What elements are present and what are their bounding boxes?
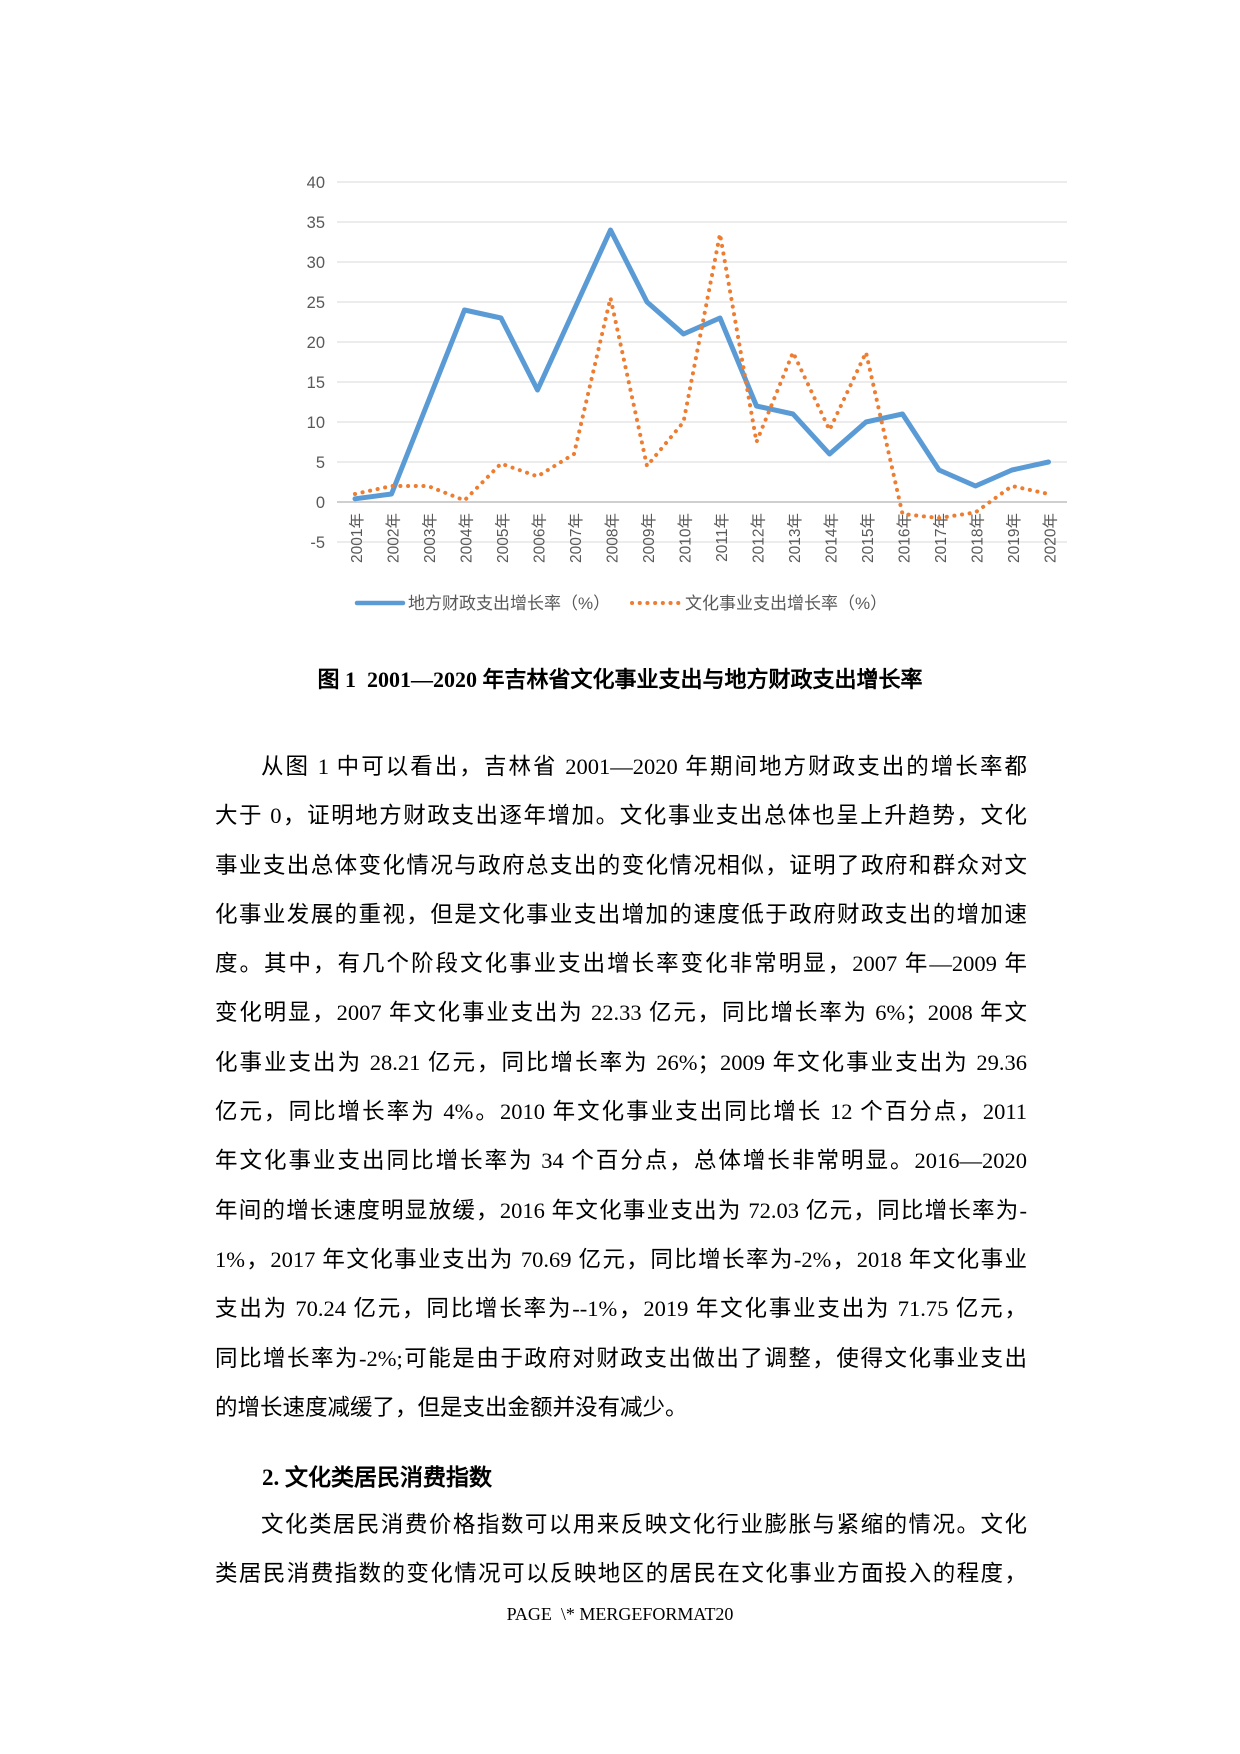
y-axis-tick-label: 0 — [316, 494, 325, 512]
legend-label-0: 地方财政支出增长率（%） — [408, 594, 610, 613]
x-axis-tick-label: 2009年 — [640, 513, 658, 563]
x-axis-tick-label: 2010年 — [677, 513, 695, 563]
page-footer-field: PAGE \* MERGEFORMAT20 — [506, 1604, 734, 1624]
text-line: 变化明显，2007 年文化事业支出为 22.33 亿元，同比增长率为 6%；20… — [215, 1000, 1027, 1026]
x-axis-tick-label: 2015年 — [859, 513, 877, 563]
figure-caption: 图 1 2001—2020 年吉林省文化事业支出与地方财政支出增长率 — [317, 667, 923, 692]
text-line: 大于 0，证明地方财政支出逐年增加。文化事业支出总体也呈上升趋势，文化 — [215, 803, 1027, 829]
x-axis-tick-label: 2018年 — [969, 513, 987, 563]
x-axis-tick-label: 2007年 — [567, 513, 585, 563]
x-axis-tick-label: 2005年 — [494, 513, 512, 563]
y-axis-tick-label: 15 — [307, 374, 325, 392]
x-axis-tick-label: 2020年 — [1042, 513, 1060, 563]
y-axis-tick-label: 5 — [316, 454, 325, 472]
x-axis-tick-label: 2011年 — [713, 513, 731, 562]
y-axis-tick-label: -5 — [310, 534, 325, 552]
x-axis-tick-label: 2012年 — [750, 513, 768, 563]
text-line: 亿元，同比增长率为 4%。2010 年文化事业支出同比增长 12 个百分点，20… — [215, 1099, 1027, 1125]
paragraph-cpi: 文化类居民消费价格指数可以用来反映文化行业膨胀与紧缩的情况。文化类居民消费指数的… — [215, 1500, 1027, 1599]
x-axis-tick-label: 2016年 — [896, 513, 914, 563]
x-axis-tick-label: 2003年 — [421, 513, 439, 563]
text-line: 年间的增长速度明显放缓，2016 年文化事业支出为 72.03 亿元，同比增长率… — [215, 1197, 1027, 1223]
text-line: 1%，2017 年文化事业支出为 70.69 亿元，同比增长率为-2%，2018… — [215, 1246, 1027, 1272]
figure-1-chart-area: 40 35 30 25 20 15 10 5 0 -5 2001年 2002年 2003年 2004年 20… — [275, 165, 1075, 635]
x-axis-tick-label: 2002年 — [385, 513, 403, 563]
x-axis-tick-label: 2004年 — [458, 513, 476, 563]
text-line: 度。其中，有几个阶段文化事业支出增长率变化非常明显，2007 年—2009 年 — [215, 951, 1027, 977]
series-line-0 — [352, 227, 1051, 502]
x-axis-tick-label: 2006年 — [531, 513, 549, 563]
y-axis-tick-label: 30 — [307, 254, 325, 272]
y-axis-tick-label: 40 — [307, 174, 325, 192]
series-line-1 — [353, 232, 1051, 520]
x-axis-tick-label: 2017年 — [932, 513, 950, 563]
text-line: 从图 1 中可以看出，吉林省 2001—2020 年期间地方财政支出的增长率都 — [261, 754, 1027, 779]
text-line: 类居民消费指数的变化情况可以反映地区的居民在文化事业方面投入的程度， — [215, 1561, 1027, 1587]
x-axis-tick-label: 2008年 — [604, 513, 622, 563]
text-line: 支出为 70.24 亿元，同比增长率为--1%，2019 年文化事业支出为 71… — [215, 1296, 1027, 1322]
text-line: 事业支出总体变化情况与政府总支出的变化情况相似，证明了政府和群众对文 — [215, 852, 1027, 878]
text-line: 化事业支出为 28.21 亿元，同比增长率为 26%；2009 年文化事业支出为… — [215, 1049, 1027, 1075]
growth-chart: 40 35 30 25 20 15 10 5 0 -5 2001年 2002年 2003年 2004年 20… — [307, 174, 1067, 613]
y-axis-tick-label: 10 — [307, 414, 325, 432]
text-line: 的增长速度减缓了，但是支出金额并没有减少。 — [215, 1394, 688, 1420]
x-axis-tick-label: 2013年 — [786, 513, 804, 563]
x-axis-tick-label: 2001年 — [348, 513, 366, 563]
legend-label-1: 文化事业支出增长率（%） — [685, 594, 887, 613]
text-line: 文化类居民消费价格指数可以用来反映文化行业膨胀与紧缩的情况。文化 — [261, 1512, 1027, 1537]
y-axis-tick-label: 35 — [307, 214, 325, 232]
paragraph-analysis: 从图 1 中可以看出，吉林省 2001—2020 年期间地方财政支出的增长率都大… — [215, 742, 1027, 1432]
section-heading: 2. 文化类居民消费指数 — [262, 1465, 492, 1490]
text-line: 同比增长率为-2%;可能是由于政府对财政支出做出了调整，使得文化事业支出 — [215, 1345, 1027, 1371]
text-line: 化事业发展的重视，但是文化事业支出增加的速度低于政府财政支出的增加速 — [215, 901, 1027, 927]
y-axis-tick-label: 20 — [307, 334, 325, 352]
text-line: 年文化事业支出同比增长率为 34 个百分点，总体增长非常明显。2016—2020 — [215, 1148, 1027, 1174]
y-axis-tick-label: 25 — [307, 294, 325, 312]
x-axis-tick-label: 2019年 — [1005, 513, 1023, 563]
x-axis-tick-label: 2014年 — [823, 513, 841, 563]
